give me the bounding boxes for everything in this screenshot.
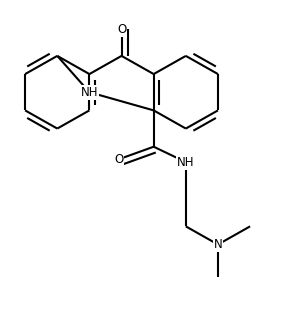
Text: NH: NH (81, 86, 98, 99)
Text: O: O (117, 23, 126, 36)
Text: N: N (213, 238, 222, 251)
Text: O: O (114, 153, 123, 166)
Text: NH: NH (177, 156, 195, 169)
